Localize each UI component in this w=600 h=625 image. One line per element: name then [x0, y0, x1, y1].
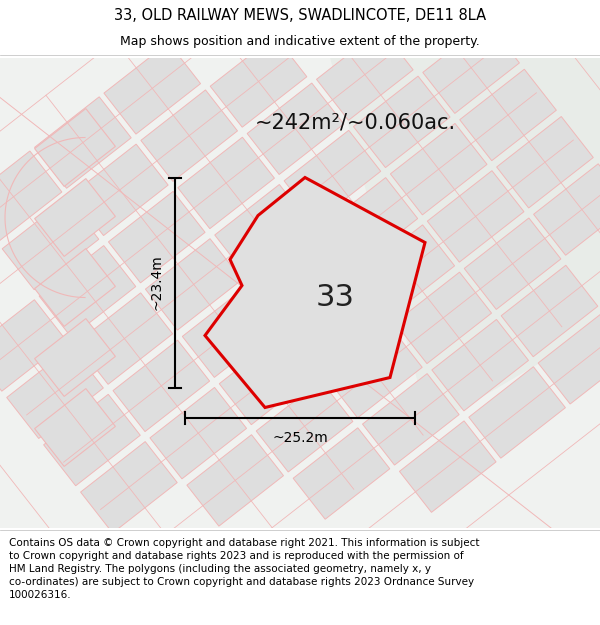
- Polygon shape: [80, 442, 177, 533]
- Text: Map shows position and indicative extent of the property.: Map shows position and indicative extent…: [120, 35, 480, 48]
- Polygon shape: [501, 265, 598, 357]
- Polygon shape: [76, 293, 173, 384]
- Text: 33: 33: [316, 283, 355, 312]
- Polygon shape: [0, 300, 67, 391]
- Polygon shape: [109, 191, 205, 283]
- Polygon shape: [358, 225, 455, 316]
- Polygon shape: [533, 164, 600, 255]
- Polygon shape: [464, 218, 561, 309]
- Polygon shape: [0, 151, 62, 242]
- Polygon shape: [395, 272, 491, 364]
- Polygon shape: [71, 144, 168, 236]
- Polygon shape: [247, 83, 344, 174]
- Polygon shape: [35, 97, 131, 188]
- Polygon shape: [330, 58, 600, 428]
- Polygon shape: [141, 90, 238, 181]
- Polygon shape: [400, 421, 496, 512]
- Polygon shape: [35, 319, 115, 396]
- Polygon shape: [280, 58, 600, 378]
- Polygon shape: [497, 116, 593, 208]
- Polygon shape: [326, 326, 422, 418]
- Polygon shape: [289, 279, 385, 371]
- Polygon shape: [391, 123, 487, 215]
- Polygon shape: [350, 58, 600, 348]
- Polygon shape: [205, 177, 425, 408]
- Polygon shape: [145, 239, 242, 330]
- Polygon shape: [35, 179, 115, 256]
- Polygon shape: [284, 130, 381, 222]
- Polygon shape: [316, 29, 413, 121]
- Text: Contains OS data © Crown copyright and database right 2021. This information is : Contains OS data © Crown copyright and d…: [9, 538, 479, 601]
- Polygon shape: [104, 42, 200, 134]
- Polygon shape: [39, 246, 136, 337]
- Text: ~242m²/~0.060ac.: ~242m²/~0.060ac.: [255, 112, 456, 132]
- Polygon shape: [321, 177, 418, 269]
- Polygon shape: [362, 374, 459, 465]
- Polygon shape: [0, 58, 600, 528]
- Polygon shape: [427, 171, 524, 262]
- Text: ~23.4m: ~23.4m: [150, 254, 164, 311]
- Polygon shape: [293, 428, 390, 519]
- Polygon shape: [320, 58, 600, 328]
- Polygon shape: [35, 109, 115, 186]
- Polygon shape: [150, 388, 247, 479]
- Polygon shape: [469, 367, 565, 458]
- Text: 33, OLD RAILWAY MEWS, SWADLINCOTE, DE11 8LA: 33, OLD RAILWAY MEWS, SWADLINCOTE, DE11 …: [114, 8, 486, 23]
- Polygon shape: [210, 36, 307, 128]
- Polygon shape: [423, 22, 520, 113]
- Polygon shape: [187, 434, 284, 526]
- Polygon shape: [219, 333, 316, 425]
- Polygon shape: [113, 340, 209, 432]
- Polygon shape: [35, 249, 115, 326]
- Polygon shape: [44, 394, 140, 486]
- Polygon shape: [432, 319, 529, 411]
- Polygon shape: [353, 76, 450, 168]
- Polygon shape: [215, 184, 311, 276]
- Polygon shape: [178, 138, 274, 229]
- Polygon shape: [7, 347, 103, 439]
- Polygon shape: [35, 389, 115, 466]
- Polygon shape: [182, 286, 279, 378]
- Text: ~25.2m: ~25.2m: [272, 431, 328, 444]
- Polygon shape: [251, 232, 349, 323]
- Polygon shape: [538, 312, 600, 404]
- Polygon shape: [460, 69, 556, 161]
- Polygon shape: [2, 198, 99, 290]
- Polygon shape: [256, 381, 353, 472]
